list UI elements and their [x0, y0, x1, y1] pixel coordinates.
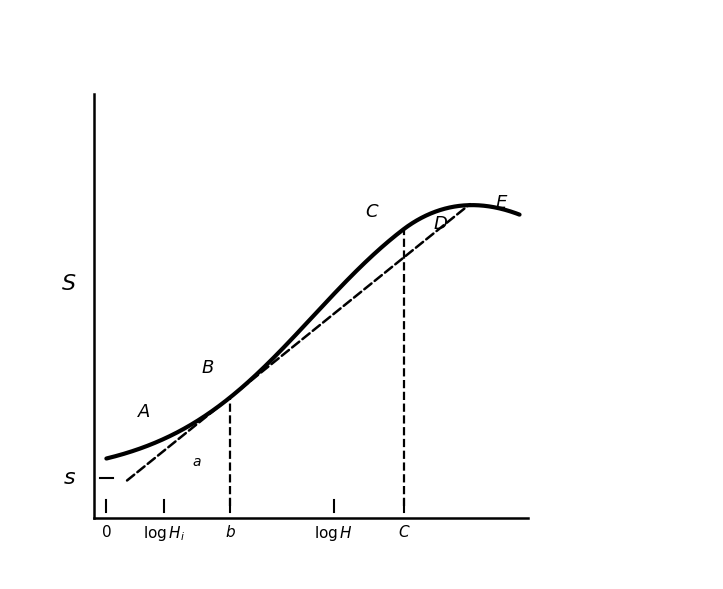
Text: $a$: $a$ — [192, 455, 202, 469]
Text: $D$: $D$ — [433, 216, 448, 233]
Text: $\log H$: $\log H$ — [315, 524, 353, 544]
Text: $A$: $A$ — [137, 403, 150, 422]
Text: $S$: $S$ — [61, 273, 77, 295]
Text: $s$: $s$ — [63, 467, 76, 489]
Text: $C$: $C$ — [364, 203, 379, 221]
Text: $E$: $E$ — [495, 194, 508, 211]
Text: $b$: $b$ — [225, 524, 236, 540]
Text: $\log H_i$: $\log H_i$ — [143, 524, 185, 544]
Text: $C$: $C$ — [398, 524, 410, 540]
Text: $B$: $B$ — [200, 359, 214, 377]
Text: $0$: $0$ — [101, 524, 111, 540]
